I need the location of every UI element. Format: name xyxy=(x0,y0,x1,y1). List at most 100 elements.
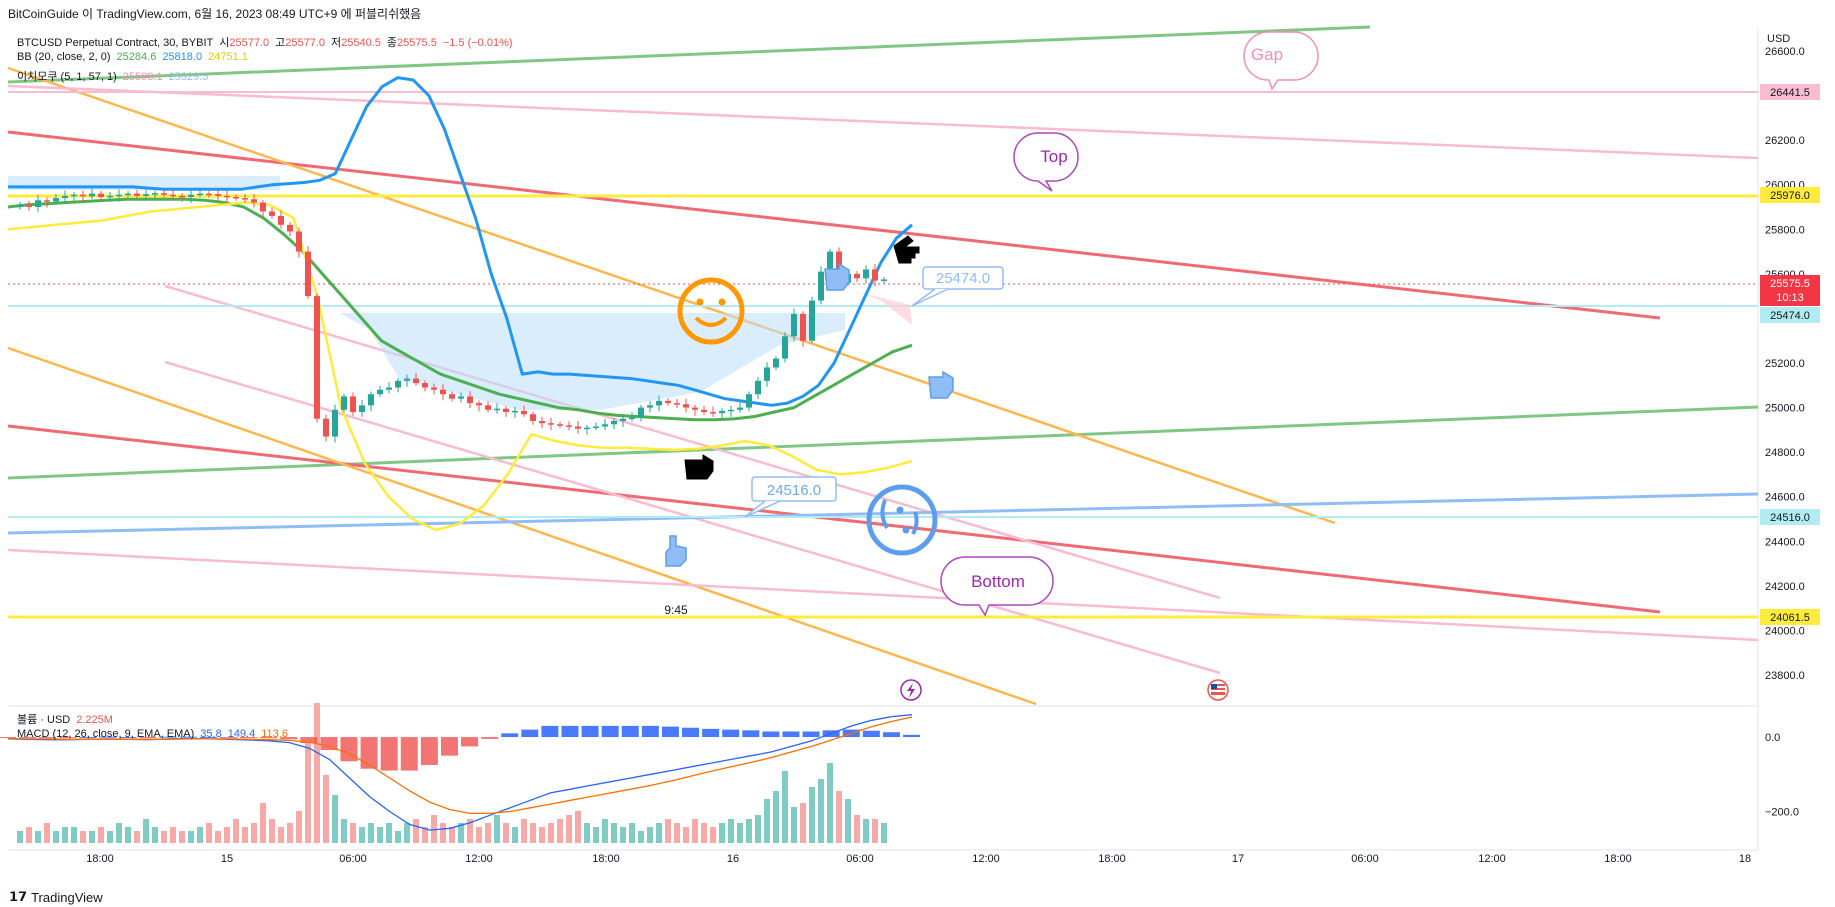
candle-body[interactable] xyxy=(395,380,401,388)
candle-body[interactable] xyxy=(350,396,356,413)
candle-body[interactable] xyxy=(728,409,734,412)
candle-body[interactable] xyxy=(422,383,428,388)
candle-body[interactable] xyxy=(521,410,527,415)
candle-body[interactable] xyxy=(737,407,743,410)
tradingview-footer[interactable]: 𝟭𝟳 TradingView xyxy=(9,889,103,905)
candle-body[interactable] xyxy=(305,251,311,297)
price-legend[interactable]: BTCUSD Perpetual Contract, 30, BYBIT 시255… xyxy=(17,37,513,49)
candle-body[interactable] xyxy=(116,194,122,197)
candle-body[interactable] xyxy=(197,193,203,196)
candle-body[interactable] xyxy=(674,403,680,405)
candle-body[interactable] xyxy=(35,200,41,207)
candle-body[interactable] xyxy=(485,405,491,410)
candle-body[interactable] xyxy=(881,279,887,281)
candle-body[interactable] xyxy=(647,405,653,408)
candle-body[interactable] xyxy=(80,194,86,197)
candle-body[interactable] xyxy=(242,198,248,200)
candle-body[interactable] xyxy=(719,410,725,414)
candle-body[interactable] xyxy=(179,195,185,198)
candle-body[interactable] xyxy=(17,204,23,207)
candle-body[interactable] xyxy=(548,423,554,425)
candle-body[interactable] xyxy=(332,409,338,437)
candle-body[interactable] xyxy=(872,269,878,281)
candle-body[interactable] xyxy=(449,394,455,399)
candle-body[interactable] xyxy=(692,407,698,410)
candle-body[interactable] xyxy=(530,414,536,421)
ichimoku-legend[interactable]: 이치모쿠 (5, 1, 57, 1) 25598.1 25329.5 xyxy=(17,68,214,84)
candle-body[interactable] xyxy=(566,425,572,427)
candle-body[interactable] xyxy=(458,396,464,399)
candle-body[interactable] xyxy=(503,408,509,413)
candle-body[interactable] xyxy=(584,427,590,430)
candle-body[interactable] xyxy=(251,199,257,203)
candle-body[interactable] xyxy=(494,408,500,411)
trend-lines[interactable] xyxy=(7,25,1759,706)
lightning-event-icon[interactable] xyxy=(900,679,922,701)
candle-body[interactable] xyxy=(665,400,671,404)
candle-body[interactable] xyxy=(341,396,347,410)
candle-body[interactable] xyxy=(260,202,266,212)
candle-body[interactable] xyxy=(188,194,194,197)
candle-body[interactable] xyxy=(71,194,77,197)
price-axis[interactable]: 26600.026400.026200.026000.025800.025600… xyxy=(1765,46,1805,682)
candle-body[interactable] xyxy=(593,426,599,429)
candle-body[interactable] xyxy=(296,231,302,252)
candle-body[interactable] xyxy=(89,193,95,197)
candle-body[interactable] xyxy=(809,300,815,341)
price-callout-2[interactable]: 24516.0 xyxy=(744,476,837,518)
macd-label[interactable]: MACD (12, 26, close, 9, EMA, EMA) xyxy=(17,728,195,740)
candle-body[interactable] xyxy=(863,269,869,279)
macd-legend[interactable]: MACD (12, 26, close, 9, EMA, EMA) 35.8 149… xyxy=(17,728,294,740)
candle-body[interactable] xyxy=(620,418,626,421)
candle-body[interactable] xyxy=(440,389,446,395)
candle-body[interactable] xyxy=(755,380,761,395)
time-axis[interactable]: 18:00 15 06:00 12:00 18:00 16 06:00 12:00 18:00 1… xyxy=(86,853,1751,865)
candle-body[interactable] xyxy=(800,313,806,341)
candle-body[interactable] xyxy=(224,195,230,198)
candle-body[interactable] xyxy=(638,407,644,418)
candle-body[interactable] xyxy=(818,271,824,301)
candle-body[interactable] xyxy=(152,193,158,195)
candle-body[interactable] xyxy=(215,194,221,196)
candle-body[interactable] xyxy=(404,378,410,381)
candle-body[interactable] xyxy=(701,409,707,413)
symbol-title[interactable]: BTCUSD Perpetual Contract, 30, BYBIT xyxy=(17,37,214,49)
candle-body[interactable] xyxy=(98,193,104,197)
bb-legend[interactable]: BB (20, close, 2, 0) 25284.6 25818.0 24751.… xyxy=(17,51,254,63)
candle-body[interactable] xyxy=(782,336,788,359)
candle-body[interactable] xyxy=(557,424,563,426)
candle-body[interactable] xyxy=(773,358,779,368)
candle-body[interactable] xyxy=(125,193,131,196)
candle-body[interactable] xyxy=(656,400,662,406)
candle-body[interactable] xyxy=(431,387,437,390)
candle-body[interactable] xyxy=(629,417,635,420)
candle-body[interactable] xyxy=(413,378,419,384)
price-callout-1[interactable]: 25474.0 xyxy=(911,266,1004,307)
candle-body[interactable] xyxy=(206,193,212,196)
candle-body[interactable] xyxy=(53,198,59,202)
us-flag-event-icon[interactable] xyxy=(1207,679,1229,701)
bb-label[interactable]: BB (20, close, 2, 0) xyxy=(17,51,111,63)
candle-body[interactable] xyxy=(278,215,284,225)
candle-body[interactable] xyxy=(854,273,860,279)
candle-body[interactable] xyxy=(233,196,239,199)
candle-body[interactable] xyxy=(683,404,689,408)
candle-body[interactable] xyxy=(386,387,392,390)
candle-body[interactable] xyxy=(476,403,482,406)
candle-body[interactable] xyxy=(467,396,473,404)
candle-body[interactable] xyxy=(314,296,320,419)
candle-body[interactable] xyxy=(287,224,293,232)
candle-body[interactable] xyxy=(611,420,617,425)
candle-body[interactable] xyxy=(44,200,50,202)
candle-body[interactable] xyxy=(62,195,68,199)
candle-body[interactable] xyxy=(134,193,140,196)
candle-body[interactable] xyxy=(170,194,176,197)
candle-body[interactable] xyxy=(746,394,752,408)
candle-body[interactable] xyxy=(575,426,581,429)
volume-legend[interactable]: 볼륨 · USD 2.225M xyxy=(17,711,119,727)
candle-body[interactable] xyxy=(161,193,167,195)
candle-body[interactable] xyxy=(791,313,797,337)
candle-body[interactable] xyxy=(602,424,608,427)
candle-body[interactable] xyxy=(710,412,716,414)
